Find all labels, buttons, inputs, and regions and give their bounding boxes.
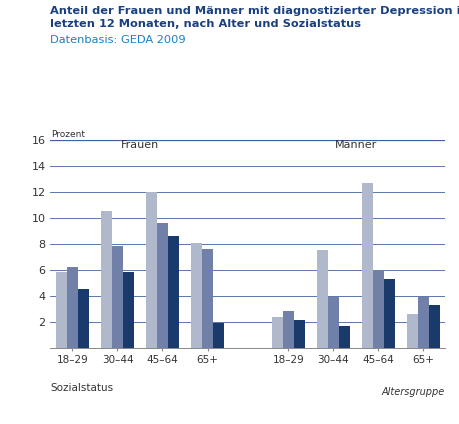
Bar (213, 323, 224, 348)
Bar (362, 183, 373, 348)
Bar (272, 316, 283, 348)
Bar (202, 249, 213, 348)
Bar (191, 243, 202, 348)
Text: Sozialstatus: Sozialstatus (50, 383, 114, 393)
Text: Männer: Männer (335, 140, 377, 151)
Text: Anteil der Frauen und Männer mit diagnostizierter Depression in den: Anteil der Frauen und Männer mit diagnos… (50, 6, 459, 17)
Bar (101, 211, 112, 348)
Bar (407, 314, 418, 348)
Bar (317, 250, 328, 348)
Bar (328, 297, 339, 348)
Bar (123, 272, 134, 348)
Text: letzten 12 Monaten, nach Alter und Sozialstatus: letzten 12 Monaten, nach Alter und Sozia… (50, 19, 362, 29)
Bar (339, 326, 350, 348)
Bar (283, 311, 294, 348)
Bar (294, 321, 305, 348)
Bar (373, 270, 384, 348)
Bar (418, 297, 429, 348)
Bar (112, 246, 123, 348)
Bar (429, 305, 440, 348)
Bar (56, 272, 67, 348)
Bar (157, 223, 168, 348)
Text: Frauen: Frauen (121, 140, 159, 151)
Text: Altersgruppe: Altersgruppe (382, 387, 445, 397)
Bar (384, 279, 395, 348)
Bar (146, 192, 157, 348)
Bar (168, 236, 179, 348)
Bar (78, 289, 89, 348)
Text: Prozent: Prozent (51, 130, 85, 139)
Text: Datenbasis: GEDA 2009: Datenbasis: GEDA 2009 (50, 35, 186, 45)
Bar (67, 267, 78, 348)
